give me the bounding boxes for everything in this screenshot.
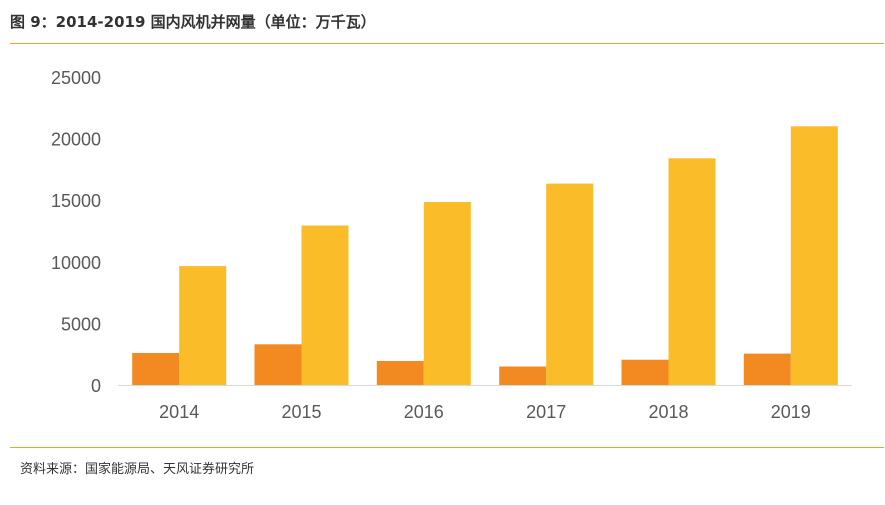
bar-2019-series-1 <box>743 353 791 385</box>
bar-2017-series-1 <box>499 366 547 385</box>
bar-2018-series-1 <box>621 359 669 385</box>
y-tick-label: 15000 <box>51 191 101 211</box>
bar-2015-series-2 <box>301 225 349 385</box>
x-tick-label: 2017 <box>526 402 566 422</box>
y-tick-label: 5000 <box>61 314 101 334</box>
x-tick-label: 2014 <box>159 402 199 422</box>
bar-2016-series-2 <box>423 202 471 385</box>
source-note: 资料来源：国家能源局、天风证券研究所 <box>20 462 255 477</box>
bar-2018-series-2 <box>668 158 716 385</box>
x-tick-label: 2015 <box>281 402 321 422</box>
x-axis-ticks: 2014 2015 2016 2017 2018 2019 <box>159 402 811 422</box>
y-tick-label: 10000 <box>51 253 101 273</box>
bar-2015-series-1 <box>254 344 302 385</box>
x-tick-label: 2016 <box>404 402 444 422</box>
bar-2014-series-1 <box>132 353 180 385</box>
y-axis-ticks: 0 5000 10000 15000 20000 25000 <box>51 68 101 396</box>
bar-2019-series-2 <box>790 126 838 386</box>
x-tick-label: 2019 <box>771 402 811 422</box>
source-divider <box>10 447 884 448</box>
bar-2017-series-2 <box>546 183 594 385</box>
y-tick-label: 25000 <box>51 68 101 88</box>
bar-2014-series-2 <box>179 266 227 385</box>
x-tick-label: 2018 <box>648 402 688 422</box>
y-tick-label: 20000 <box>51 130 101 150</box>
bar-2016-series-1 <box>376 361 424 385</box>
y-tick-label: 0 <box>91 376 101 396</box>
title-divider <box>10 43 884 44</box>
bar-series <box>132 126 838 386</box>
figure-title: 图 9：2014-2019 国内风机并网量（单位：万千瓦） <box>10 13 376 31</box>
